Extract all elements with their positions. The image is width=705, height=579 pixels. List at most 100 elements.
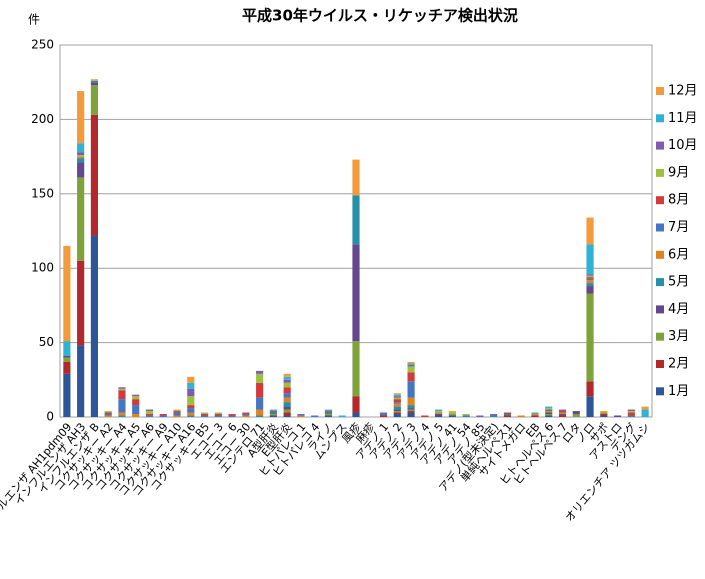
bar-segment xyxy=(63,355,71,358)
bar-segment xyxy=(572,411,580,415)
legend-swatch xyxy=(656,278,664,287)
bar-segment xyxy=(77,143,85,153)
y-tick-label: 0 xyxy=(46,410,54,424)
bar-segment xyxy=(77,152,85,156)
bar-segment xyxy=(641,409,649,417)
bar-segment xyxy=(379,414,388,416)
bar-segment xyxy=(90,235,98,417)
bar-segment xyxy=(338,415,346,417)
legend-swatch xyxy=(656,223,664,232)
bar-segment xyxy=(283,415,291,417)
bar-segment xyxy=(283,402,291,407)
legend-swatch xyxy=(656,305,664,314)
bar-segment xyxy=(283,397,291,403)
bar-segment xyxy=(283,393,291,398)
bar-segment xyxy=(393,406,401,410)
bar-segment xyxy=(407,412,415,417)
bar-segment xyxy=(256,415,264,417)
bar-segment xyxy=(324,414,333,416)
bar-segment xyxy=(297,414,305,416)
bar-segment xyxy=(132,399,140,406)
bar-segment xyxy=(407,381,415,398)
bar-segment xyxy=(448,415,456,417)
bar-segment xyxy=(242,414,250,416)
bar-segment xyxy=(118,399,126,413)
y-tick-label: 250 xyxy=(31,38,54,52)
bar-segment xyxy=(393,394,401,397)
bar-segment xyxy=(77,155,85,157)
bar-segment xyxy=(283,382,291,388)
bar-segment xyxy=(63,357,71,362)
bar-segment xyxy=(435,412,443,415)
bar-segment xyxy=(545,406,553,409)
bar-segment xyxy=(187,388,195,397)
bar-segment xyxy=(187,415,195,417)
bar-segment xyxy=(297,415,305,417)
legend-label: 2月 xyxy=(668,357,689,372)
bar-segment xyxy=(435,414,443,416)
bar-segment xyxy=(435,409,443,412)
bar-segment xyxy=(627,412,635,416)
bar-segment xyxy=(214,414,222,416)
bar-segment xyxy=(503,414,512,416)
bar-segment xyxy=(545,414,553,416)
bar-segment xyxy=(132,394,140,397)
bar-segment xyxy=(283,409,291,413)
bar-segment xyxy=(407,372,415,382)
bar-segment xyxy=(558,414,567,416)
bar-segment xyxy=(118,390,126,400)
legend-label: 6月 xyxy=(668,247,689,262)
bar-segment xyxy=(200,415,209,417)
legend-label: 8月 xyxy=(668,193,689,208)
bar-segment xyxy=(269,415,277,417)
bar-segment xyxy=(641,406,649,410)
legend-swatch xyxy=(656,141,664,150)
legend-label: 5月 xyxy=(668,275,689,290)
bar-segment xyxy=(531,414,539,416)
legend-swatch xyxy=(656,196,664,205)
bar-segment xyxy=(311,415,319,417)
bar-segment xyxy=(586,396,594,417)
bar-segment xyxy=(586,244,594,275)
bar-segment xyxy=(77,345,85,417)
bar-segment xyxy=(132,396,140,400)
bar-segment xyxy=(600,414,608,416)
bar-segment xyxy=(173,409,181,412)
bar-segment xyxy=(407,366,415,373)
chart-title: 平成30年ウイルス・リケッチア検出状況 xyxy=(242,7,518,25)
bar-segment xyxy=(77,158,85,163)
bar-segment xyxy=(324,415,333,417)
bar-segment xyxy=(118,387,126,389)
bar-segment xyxy=(352,195,360,245)
bar-segment xyxy=(462,414,470,416)
bar-segment xyxy=(77,177,85,261)
bar-segment xyxy=(256,370,264,374)
bar-segment xyxy=(393,399,401,403)
bar-segment xyxy=(393,396,401,398)
bar-segment xyxy=(283,376,291,380)
y-axis-label: 件 xyxy=(28,13,40,27)
bar-segment xyxy=(132,414,140,417)
bar-segment xyxy=(558,415,567,417)
bar-segment xyxy=(490,414,498,416)
bar-segment xyxy=(324,409,333,412)
y-tick-label: 150 xyxy=(31,186,54,200)
bar-segment xyxy=(614,415,622,417)
bar-segment xyxy=(256,382,264,398)
bar-segment xyxy=(324,412,333,415)
legend-swatch xyxy=(656,87,664,95)
bar-segment xyxy=(118,412,126,416)
bar-segment xyxy=(545,411,553,413)
bar-segment xyxy=(173,415,181,417)
bar-segment xyxy=(586,278,594,281)
bar-segment xyxy=(104,415,112,417)
bar-segment xyxy=(145,411,154,415)
bar-segment xyxy=(586,283,594,287)
bar-segment xyxy=(256,397,264,410)
bar-segment xyxy=(63,341,71,356)
bar-segment xyxy=(269,414,277,416)
bar-segment xyxy=(600,415,608,417)
bar-segment xyxy=(393,414,401,417)
bar-segment xyxy=(393,409,401,412)
bar-segment xyxy=(627,409,635,412)
